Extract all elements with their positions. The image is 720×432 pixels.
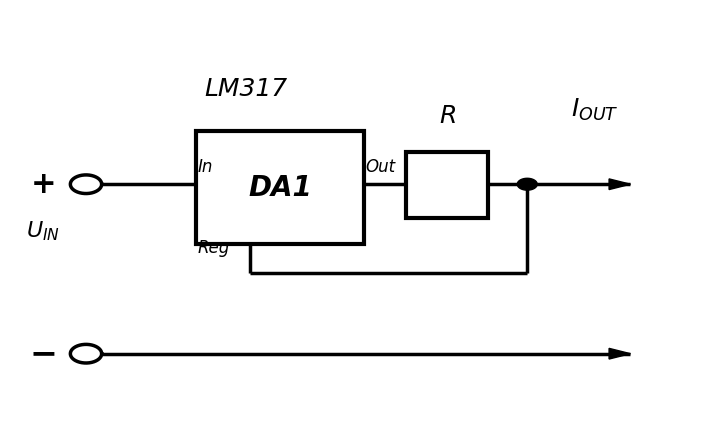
Text: −: − (30, 337, 58, 370)
Bar (197, 131, 364, 244)
Text: Reg: Reg (198, 239, 230, 257)
Bar (406, 152, 488, 218)
Text: In: In (198, 158, 213, 176)
Polygon shape (71, 175, 102, 194)
Text: $I_{OUT}$: $I_{OUT}$ (571, 97, 618, 123)
Polygon shape (609, 348, 631, 359)
Polygon shape (609, 179, 631, 190)
Text: +: + (30, 170, 56, 199)
Text: DA1: DA1 (248, 175, 312, 203)
Polygon shape (517, 178, 537, 190)
Text: LM317: LM317 (204, 77, 288, 101)
Text: Out: Out (366, 158, 396, 176)
Text: R: R (439, 105, 456, 128)
Text: $U_{IN}$: $U_{IN}$ (27, 219, 60, 243)
Polygon shape (71, 344, 102, 363)
